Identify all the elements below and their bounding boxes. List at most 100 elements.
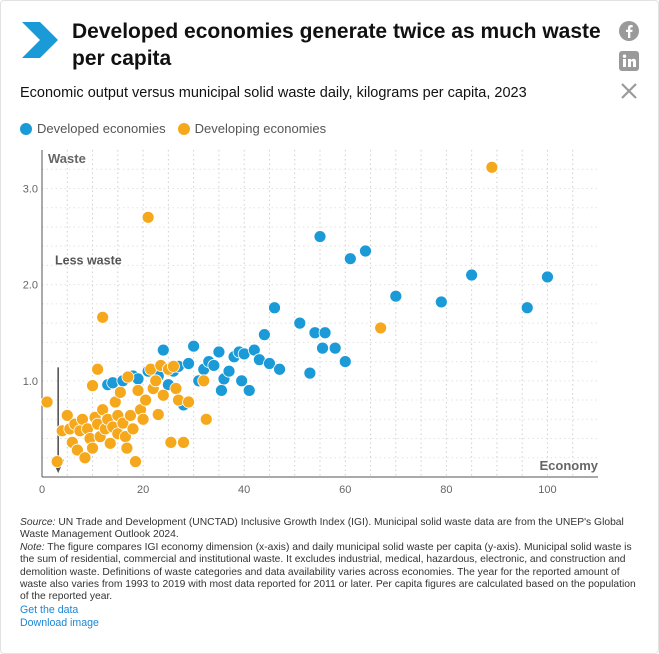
point-developed (268, 301, 281, 315)
legend-label-developing: Developing economies (194, 121, 327, 136)
point-developed (263, 357, 276, 370)
series-developing (40, 160, 499, 469)
facebook-icon[interactable] (618, 20, 640, 42)
axis-labels: 0 20 40 60 80 100 1.0 2.0 3.0 Waste Economy (23, 151, 599, 496)
linkedin-icon[interactable] (618, 50, 640, 72)
point-developing (103, 436, 117, 450)
point-developing (120, 441, 134, 455)
source-note: Source: UN Trade and Development (UNCTAD… (20, 517, 640, 542)
x-tick-label: 80 (440, 484, 452, 496)
legend-item-developing: Developing economies (177, 121, 327, 136)
y-tick-label: 2.0 (23, 280, 38, 292)
y-tick-label: 1.0 (23, 376, 38, 388)
point-developing (156, 388, 170, 402)
x-tick-label: 40 (238, 484, 250, 496)
footer-notes: Source: UN Trade and Development (UNCTAD… (20, 517, 640, 630)
point-developing (50, 455, 64, 469)
point-developing (78, 451, 92, 465)
point-developing (139, 393, 153, 407)
point-developed (182, 357, 195, 370)
source-text: UN Trade and Development (UNCTAD) Inclus… (20, 517, 624, 541)
less-waste-label: Less waste (55, 254, 122, 268)
point-developed (318, 326, 332, 340)
point-developed (541, 270, 554, 284)
x-tick-label: 20 (137, 484, 149, 496)
point-developing (126, 422, 140, 436)
point-developing (113, 385, 127, 399)
get-data-link[interactable]: Get the data (20, 603, 79, 616)
point-developed (207, 359, 221, 372)
point-developed (313, 230, 327, 243)
legend-item-developed: Developed economies (20, 121, 166, 136)
point-developed (465, 268, 479, 282)
x-tick-label: 0 (39, 484, 45, 496)
point-developing (86, 441, 99, 455)
point-developed (338, 355, 352, 368)
series-developed (101, 230, 554, 412)
point-developing (40, 395, 54, 409)
point-developed (242, 384, 256, 397)
download-image-link[interactable]: Download image (20, 616, 99, 629)
point-developed (520, 301, 534, 315)
note-text-block: Note: The figure compares IGI economy di… (20, 542, 640, 604)
x-icon[interactable] (618, 80, 640, 102)
point-developing (60, 409, 74, 422)
point-developed (293, 316, 307, 330)
note-text: The figure compares IGI economy dimensio… (20, 541, 636, 603)
legend-dot-developing (177, 122, 190, 135)
point-developing (182, 395, 195, 409)
point-developing (96, 310, 110, 324)
point-developed (187, 339, 201, 353)
x-axis-label: Economy (539, 458, 598, 473)
point-developed (273, 362, 286, 376)
note-label: Note: (20, 541, 45, 553)
point-developed (222, 364, 236, 378)
point-developing (121, 370, 135, 384)
axes (41, 150, 598, 478)
point-developing (149, 374, 163, 388)
point-developing (177, 435, 190, 449)
x-tick-label: 60 (339, 484, 351, 496)
x-tick-label: 100 (538, 484, 556, 496)
point-developed (212, 345, 226, 359)
chart-title: Developed economies generate twice as mu… (72, 20, 601, 70)
point-developing (169, 382, 183, 395)
legend: Developed economies Developing economies (20, 121, 338, 136)
grid-lines (42, 150, 598, 477)
point-developing (91, 362, 104, 376)
point-developed (235, 374, 249, 388)
point-developed (156, 343, 170, 357)
point-developing (167, 359, 180, 373)
point-developing (129, 455, 142, 469)
point-developed (389, 289, 403, 303)
point-developing (485, 160, 499, 174)
point-developed (434, 295, 448, 309)
point-developed (343, 252, 357, 266)
point-developed (316, 341, 329, 355)
chevron-logo-icon (22, 22, 58, 58)
point-developed (257, 328, 271, 342)
y-tick-label: 3.0 (23, 183, 38, 195)
point-developed (328, 341, 342, 355)
point-developing (199, 412, 213, 426)
point-developing (131, 384, 145, 397)
legend-label-developed: Developed economies (37, 121, 166, 136)
point-developing (116, 416, 130, 430)
point-developed (215, 384, 228, 397)
point-developing (197, 374, 211, 388)
chart-subtitle: Economic output versus municipal solid w… (20, 85, 527, 101)
point-developing (70, 443, 84, 457)
point-developing (136, 412, 150, 426)
point-developed (303, 366, 317, 380)
point-developing (164, 435, 178, 449)
point-developing (124, 409, 137, 422)
point-developing (141, 210, 155, 224)
source-label: Source: (20, 517, 56, 528)
scatter-chart: Less waste 0 20 40 60 80 100 1.0 2.0 3.0 Waste Eco… (23, 150, 599, 496)
y-axis-label: Waste (48, 151, 86, 166)
point-developing (374, 321, 388, 335)
point-developed (359, 244, 372, 258)
point-developing (151, 408, 165, 421)
legend-dot-developed (20, 122, 32, 135)
point-developing (86, 379, 99, 393)
